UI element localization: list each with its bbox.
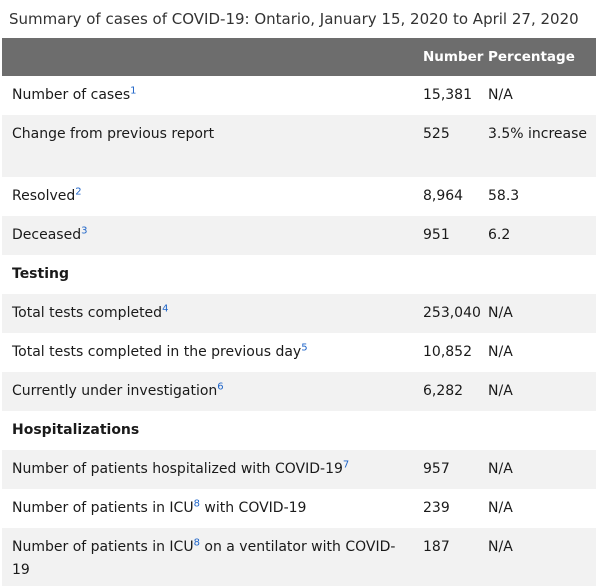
row-percentage: 6.2 [488, 227, 511, 243]
row-percentage: 3.5% increase [488, 126, 588, 142]
row-number: 957 [423, 461, 450, 477]
row-label: Total tests completed in the previous da… [12, 342, 308, 360]
header-percentage: Percentage [488, 49, 575, 65]
footnote-link[interactable]: 3 [81, 225, 88, 237]
row-number: 239 [423, 500, 450, 516]
footnote-link[interactable]: 5 [301, 342, 308, 354]
table-row-change-from-previous-report: Change from previous report 525 3.5% inc… [2, 115, 596, 177]
table-row-patients-icu-ventilator: Number of patients in ICU8 on a ventilat… [2, 528, 596, 586]
table-caption: Summary of cases of COVID-19: Ontario, J… [0, 0, 598, 38]
row-percentage: N/A [488, 87, 513, 103]
footnote-link[interactable]: 8 [193, 498, 200, 510]
header-label [2, 38, 413, 76]
table-row-resolved: Resolved2 8,964 58.3 [2, 177, 596, 216]
table-row-deceased: Deceased3 951 6.2 [2, 216, 596, 255]
row-label: Number of patients hospitalized with COV… [12, 459, 350, 477]
row-label: Currently under investigation6 [12, 381, 224, 399]
row-label: Number of patients in ICU8 on a ventilat… [12, 537, 396, 578]
row-label: Change from previous report [12, 126, 215, 142]
row-number: 525 [423, 126, 450, 142]
table-row-total-tests-completed: Total tests completed4 253,040 N/A [2, 294, 596, 333]
section-heading-testing: Testing [12, 266, 69, 282]
row-label: Number of cases1 [12, 85, 137, 103]
footnote-link[interactable]: 1 [130, 85, 137, 97]
table-row-currently-under-investigation: Currently under investigation6 6,282 N/A [2, 372, 596, 411]
row-number: 187 [423, 539, 450, 555]
row-percentage: N/A [488, 500, 513, 516]
table-row-patients-in-icu: Number of patients in ICU8 with COVID-19… [2, 489, 596, 528]
row-label: Total tests completed4 [12, 303, 169, 321]
footnote-link[interactable]: 6 [217, 381, 224, 393]
table-row-number-of-cases: Number of cases1 15,381 N/A [2, 76, 596, 115]
row-percentage: N/A [488, 305, 513, 321]
row-number: 6,282 [423, 383, 464, 399]
row-label: Number of patients in ICU8 with COVID-19 [12, 498, 307, 516]
row-percentage: N/A [488, 383, 513, 399]
section-heading-row-hospitalizations: Hospitalizations [2, 411, 596, 450]
row-number: 253,040 [423, 305, 481, 321]
row-label: Resolved2 [12, 186, 82, 204]
footnote-link[interactable]: 8 [193, 537, 200, 549]
row-percentage: N/A [488, 539, 513, 555]
section-heading-row-testing: Testing [2, 255, 596, 294]
row-number: 8,964 [423, 188, 464, 204]
footnote-link[interactable]: 2 [75, 186, 82, 198]
table-row-total-tests-previous-day: Total tests completed in the previous da… [2, 333, 596, 372]
row-number: 15,381 [423, 87, 472, 103]
header-number: Number [423, 49, 484, 65]
footnote-link[interactable]: 7 [342, 459, 350, 471]
row-label: Deceased3 [12, 225, 88, 243]
row-number: 10,852 [423, 344, 472, 360]
row-percentage: N/A [488, 344, 513, 360]
section-heading-hospitalizations: Hospitalizations [12, 422, 140, 438]
row-number: 951 [423, 227, 450, 243]
table-header-row: Number Percentage [2, 38, 596, 76]
row-percentage: 58.3 [488, 188, 520, 204]
row-percentage: N/A [488, 461, 513, 477]
footnote-link[interactable]: 4 [162, 303, 169, 315]
covid-summary-table: Number Percentage Number of cases1 15,38… [2, 38, 596, 586]
table-row-patients-hospitalized: Number of patients hospitalized with COV… [2, 450, 596, 489]
